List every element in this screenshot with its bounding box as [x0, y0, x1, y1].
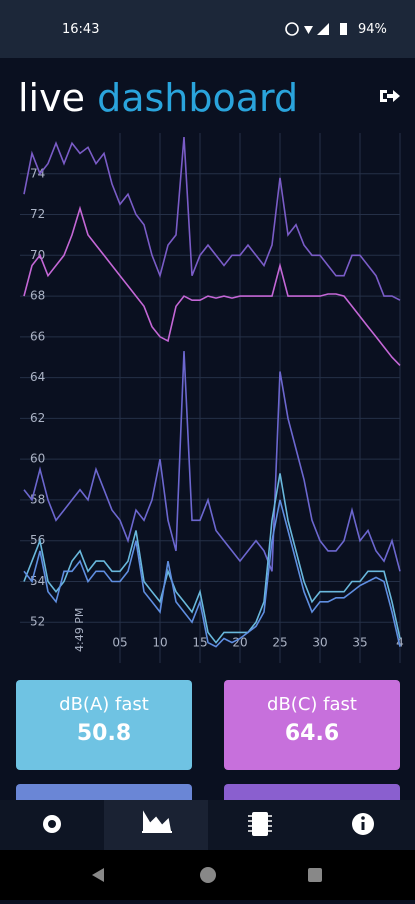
title-live: live: [18, 76, 85, 120]
y-tick-label: 68: [30, 289, 45, 303]
y-tick-label: 56: [30, 533, 45, 547]
x-tick-label: 4: [396, 636, 404, 650]
status-bar: 16:43 94%: [0, 0, 415, 58]
y-tick-label: 70: [30, 248, 45, 262]
card-value: 64.6: [284, 721, 340, 746]
x-tick-label: 10: [152, 636, 167, 650]
card-partial[interactable]: [16, 784, 192, 800]
card-label: dB(A) fast: [59, 694, 149, 715]
series-line: [23, 205, 401, 366]
time-label: 4:49 PM: [73, 608, 86, 652]
series-line: [23, 499, 401, 648]
x-tick-label: 30: [312, 636, 327, 650]
x-tick-label: 05: [112, 636, 127, 650]
card-dba[interactable]: dB(A) fast 50.8: [16, 680, 192, 770]
x-tick-label: 20: [232, 636, 247, 650]
series-line: [23, 473, 401, 644]
card-value: 50.8: [76, 721, 132, 746]
title-dashboard: dashboard: [97, 76, 299, 120]
card-partial[interactable]: [224, 784, 400, 800]
y-tick-label: 52: [30, 615, 45, 629]
y-tick-label: 64: [30, 370, 45, 384]
y-tick-label: 62: [30, 411, 45, 425]
series-line: [23, 351, 401, 572]
app-title: live dashboard: [18, 76, 298, 120]
tab-icons[interactable]: [0, 800, 415, 850]
system-nav: [0, 850, 415, 900]
logout-button[interactable]: [378, 86, 402, 106]
clock: 16:43: [62, 22, 100, 37]
status-icons: [285, 22, 347, 36]
battery: 94%: [358, 22, 387, 37]
series-line: [23, 137, 401, 301]
y-tick-label: 60: [30, 452, 45, 466]
y-tick-label: 66: [30, 329, 45, 343]
x-tick-label: 35: [352, 636, 367, 650]
tab-bar: [0, 800, 415, 850]
x-tick-label: 25: [272, 636, 287, 650]
system-buttons[interactable]: [0, 850, 415, 900]
x-tick-label: 15: [192, 636, 207, 650]
y-tick-label: 74: [30, 166, 45, 180]
card-label: dB(C) fast: [267, 694, 357, 715]
y-tick-label: 72: [30, 207, 45, 221]
card-dbc[interactable]: dB(C) fast 64.6: [224, 680, 400, 770]
